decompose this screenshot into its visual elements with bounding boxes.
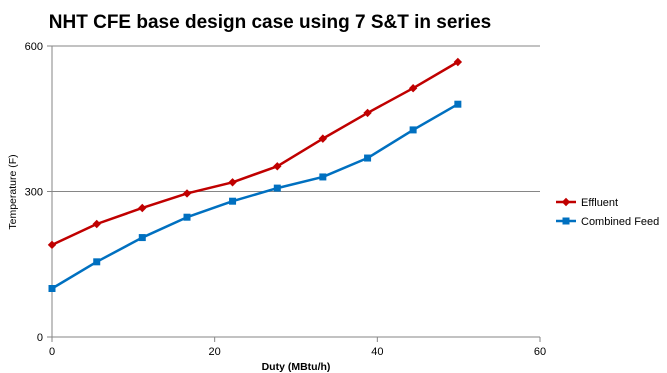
legend: Effluent Combined Feed: [556, 197, 659, 228]
y-tick-label-0: 0: [37, 332, 43, 344]
x-axis-title: Duty (MBtu/h): [262, 361, 331, 373]
data-point-0-0: [47, 240, 57, 250]
data-point-0-4: [228, 178, 237, 187]
y-tick-label-1: 300: [25, 187, 43, 199]
legend-label-0: Effluent: [581, 197, 618, 209]
legend-marker-1: [562, 217, 570, 225]
data-point-1-0: [48, 285, 56, 292]
data-point-0-6: [318, 134, 328, 143]
data-point-1-8: [409, 126, 417, 134]
legend-marker-0: [561, 197, 571, 207]
x-tick-label-0: 0: [49, 346, 55, 358]
chart-title: NHT CFE base design case using 7 S&T in …: [49, 12, 491, 33]
data-point-1-3: [183, 213, 191, 221]
data-point-0-3: [182, 189, 192, 198]
data-point-0-2: [138, 203, 147, 213]
series-1: [48, 100, 462, 292]
data-point-1-4: [229, 197, 237, 205]
data-point-0-7: [363, 108, 372, 118]
x-tick-label-2: 40: [371, 346, 383, 358]
data-point-1-9: [454, 100, 462, 108]
data-point-1-2: [138, 234, 146, 242]
series-0: [47, 57, 463, 250]
data-point-1-1: [93, 258, 101, 266]
legend-item-1: Combined Feed: [556, 216, 659, 228]
data-point-0-9: [453, 57, 463, 67]
x-tick-label-1: 20: [209, 346, 221, 358]
series-line-0: [51, 60, 459, 246]
data-point-1-7: [364, 154, 372, 162]
y-tick-label-2: 600: [25, 41, 43, 53]
series: [47, 57, 463, 292]
legend-label-1: Combined Feed: [581, 216, 659, 228]
series-line-1: [51, 103, 459, 290]
data-point-1-6: [319, 173, 327, 181]
data-point-0-8: [408, 83, 418, 93]
gridlines: [52, 45, 540, 192]
data-point-0-5: [273, 162, 282, 171]
axes: [47, 45, 541, 342]
data-point-0-1: [92, 219, 101, 229]
y-axis-title: Temperature (F): [7, 154, 19, 229]
tick-labels: 0 300 600 0 20 40 60: [25, 41, 546, 358]
x-tick-label-3: 60: [534, 346, 546, 358]
data-point-1-5: [273, 184, 281, 192]
legend-item-0: Effluent: [556, 197, 618, 209]
